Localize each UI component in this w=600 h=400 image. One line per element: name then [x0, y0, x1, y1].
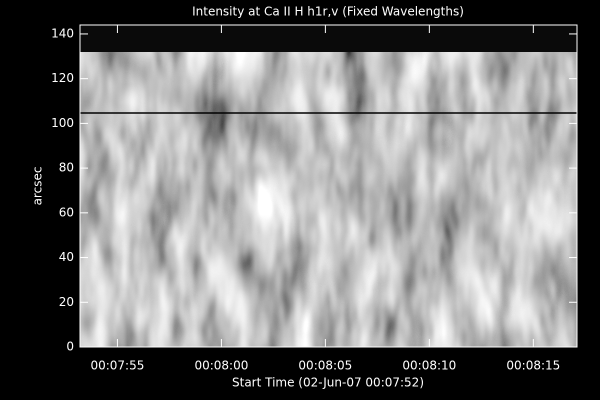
y-tick-label: 20 — [59, 295, 74, 309]
x-tick-label: 00:08:00 — [194, 359, 248, 373]
y-tick-label: 120 — [51, 71, 74, 85]
y-tick-label: 100 — [51, 116, 74, 130]
x-tick-label: 00:08:10 — [402, 359, 456, 373]
y-tick-label: 60 — [59, 205, 74, 219]
y-tick-label: 0 — [66, 340, 74, 354]
y-tick-label: 140 — [51, 26, 74, 40]
x-tick-label: 00:08:15 — [506, 359, 560, 373]
plot-frame — [79, 24, 578, 348]
y-axis-label: arcsec — [31, 167, 45, 206]
image-dark-band — [80, 25, 577, 52]
x-axis-label: Start Time (02-Jun-07 00:07:52) — [232, 376, 424, 390]
y-tick-label: 80 — [59, 161, 74, 175]
x-tick-label: 00:08:05 — [298, 359, 352, 373]
x-tick-label: 00:07:55 — [90, 359, 144, 373]
y-tick-label: 40 — [59, 250, 74, 264]
chart-title: Intensity at Ca II H h1r,v (Fixed Wavele… — [192, 5, 464, 19]
intensity-image — [80, 52, 577, 347]
